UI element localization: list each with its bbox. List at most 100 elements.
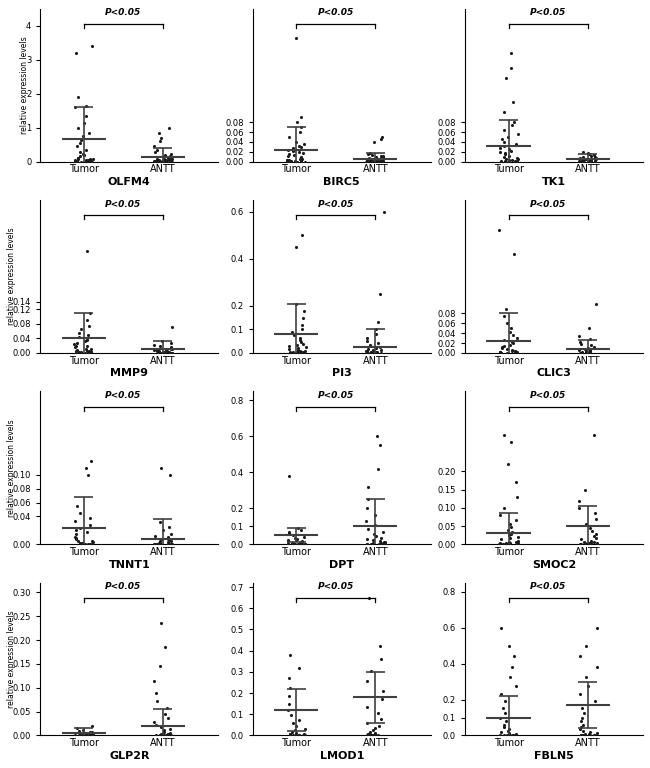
Point: [158, 154, 168, 166]
Point: [508, 96, 518, 108]
Point: [504, 154, 514, 166]
Point: [75, 537, 85, 549]
Point: [585, 729, 595, 741]
Point: [580, 728, 590, 740]
Point: [167, 538, 177, 550]
Point: [163, 728, 174, 740]
Point: [366, 154, 376, 166]
Point: [81, 144, 91, 156]
Point: [87, 155, 98, 167]
Point: [497, 341, 507, 353]
Point: [500, 695, 510, 707]
Point: [502, 729, 513, 741]
Point: [162, 531, 173, 544]
Point: [296, 524, 306, 536]
Point: [296, 155, 307, 167]
Point: [154, 346, 164, 359]
Point: [502, 343, 512, 356]
Point: [70, 154, 81, 167]
Point: [166, 321, 177, 333]
Point: [300, 538, 310, 551]
Point: [154, 155, 164, 167]
Point: [296, 346, 307, 359]
Point: [83, 155, 94, 167]
Point: [155, 729, 165, 741]
Point: [70, 525, 81, 537]
Point: [380, 538, 390, 550]
Text: P<0.05: P<0.05: [318, 200, 354, 209]
Point: [512, 151, 523, 164]
Point: [577, 154, 588, 166]
Point: [376, 537, 387, 549]
Point: [155, 340, 166, 353]
Point: [588, 729, 599, 741]
Point: [500, 303, 511, 315]
Point: [300, 341, 311, 353]
Point: [376, 153, 386, 165]
Point: [503, 150, 514, 162]
Point: [86, 535, 97, 548]
Point: [297, 323, 307, 336]
Point: [157, 491, 167, 503]
Point: [584, 155, 595, 167]
Point: [152, 346, 162, 358]
Point: [288, 717, 298, 730]
Point: [588, 429, 599, 442]
Point: [166, 337, 176, 349]
Text: P<0.05: P<0.05: [530, 391, 566, 400]
Point: [166, 341, 176, 353]
Point: [504, 529, 514, 541]
Point: [82, 526, 92, 538]
Point: [374, 720, 384, 732]
Point: [73, 326, 84, 339]
Point: [294, 140, 304, 152]
Point: [579, 155, 590, 167]
Point: [87, 726, 98, 738]
Point: [76, 346, 86, 359]
Point: [375, 341, 385, 353]
Point: [73, 152, 84, 164]
Point: [70, 533, 81, 545]
Point: [371, 151, 382, 163]
Point: [288, 529, 298, 541]
Point: [79, 538, 90, 551]
Point: [578, 718, 588, 730]
Point: [294, 537, 305, 549]
Point: [156, 538, 166, 550]
Point: [151, 718, 161, 730]
Point: [575, 155, 585, 167]
Point: [155, 135, 165, 147]
Point: [283, 150, 293, 162]
Point: [375, 531, 385, 544]
Point: [507, 661, 517, 674]
Point: [362, 538, 372, 551]
Point: [285, 728, 296, 740]
Point: [372, 346, 382, 359]
Point: [295, 141, 306, 153]
Point: [83, 333, 93, 346]
Point: [494, 711, 504, 723]
Point: [504, 727, 514, 740]
Point: [495, 146, 505, 158]
Point: [584, 147, 594, 160]
Y-axis label: relative expression levels: relative expression levels: [7, 419, 16, 517]
Point: [501, 71, 512, 84]
Point: [166, 346, 177, 359]
Point: [494, 538, 504, 550]
Point: [285, 649, 295, 661]
Point: [86, 728, 96, 740]
Point: [158, 727, 168, 740]
Point: [72, 155, 83, 167]
Point: [378, 526, 388, 538]
Point: [367, 155, 377, 167]
Point: [70, 515, 80, 528]
Point: [363, 523, 373, 535]
Point: [511, 680, 521, 692]
Point: [298, 729, 309, 741]
Point: [298, 346, 309, 359]
Point: [76, 346, 86, 359]
Point: [151, 343, 162, 356]
Point: [292, 346, 302, 358]
Point: [159, 724, 169, 737]
Point: [283, 538, 293, 550]
